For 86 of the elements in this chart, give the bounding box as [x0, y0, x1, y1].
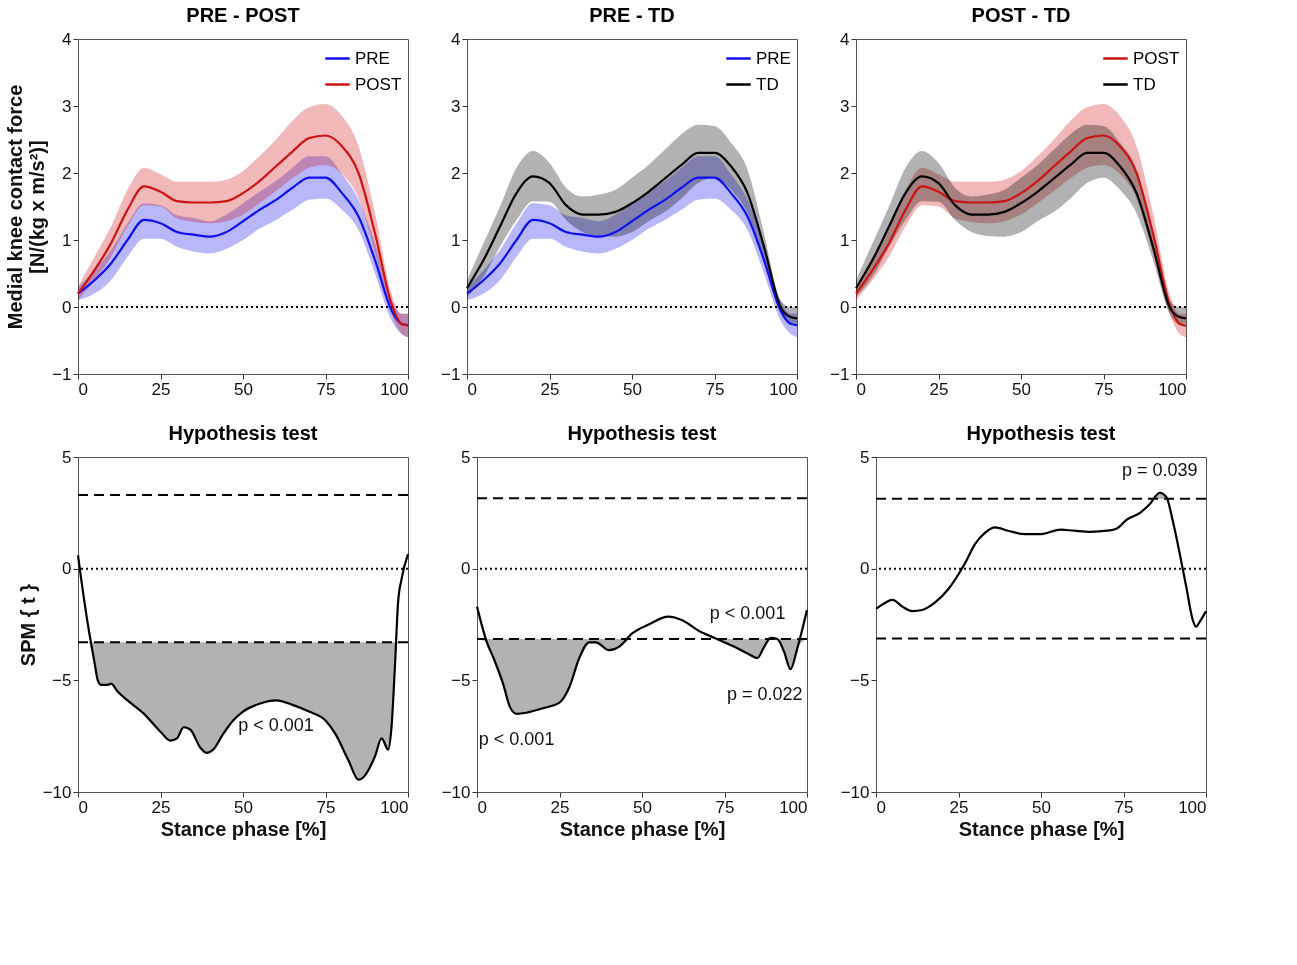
x-tick-label: 75 [316, 797, 336, 817]
y-tick-label: −5 [451, 670, 471, 690]
chart-title: PRE - TD [589, 4, 675, 26]
x-tick-label: 100 [1158, 379, 1187, 399]
x-tick-label: 25 [929, 379, 949, 399]
y-tick-label: −5 [52, 670, 72, 690]
x-tick-label: 75 [316, 379, 336, 399]
x-tick-label: 100 [779, 797, 808, 817]
x-tick-label: 50 [234, 797, 253, 817]
y-tick-label: 4 [451, 29, 461, 49]
y-tick-label: 0 [860, 559, 870, 579]
y-tick-label: 0 [451, 297, 461, 317]
x-axis-title: Stance phase [%] [160, 817, 327, 840]
y-tick-label: 3 [62, 96, 72, 116]
y-tick-label: 1 [840, 230, 850, 250]
x-tick-label: 25 [151, 379, 171, 399]
x-tick-label: 50 [623, 379, 642, 399]
line-series [76, 134, 410, 327]
line-series [76, 553, 410, 781]
y-tick-label: −1 [441, 364, 461, 384]
chart-title: Hypothesis test [966, 422, 1116, 444]
y-tick-label: 2 [451, 163, 461, 183]
x-tick-label: 100 [380, 379, 409, 399]
y-tick-label: 0 [62, 297, 72, 317]
y-tick-label: −10 [42, 782, 72, 802]
annotation: p = 0.039 [1122, 459, 1198, 480]
y-tick-label: 5 [62, 447, 72, 467]
y-tick-label: 0 [62, 559, 72, 579]
line-series [465, 176, 799, 327]
chart-title: PRE - POST [186, 4, 300, 26]
y-tick-label: 3 [451, 96, 461, 116]
annotation: p = 0.022 [726, 684, 803, 705]
y-tick-label: 1 [451, 230, 461, 250]
x-tick-label: 50 [633, 797, 652, 817]
x-tick-label: 75 [705, 379, 725, 399]
x-tick-label: 75 [1114, 797, 1134, 817]
x-tick-label: 0 [78, 379, 88, 399]
x-tick-label: 0 [876, 797, 886, 817]
x-tick-label: 100 [1178, 797, 1207, 817]
y-tick-label: 0 [461, 559, 471, 579]
x-tick-label: 75 [1094, 379, 1114, 399]
y-tick-label: 3 [840, 96, 850, 116]
x-tick-label: 0 [78, 797, 88, 817]
legend-label: PRE [756, 48, 791, 68]
x-tick-label: 100 [380, 797, 409, 817]
chart-title: Hypothesis test [168, 422, 318, 444]
annotation: p < 0.001 [709, 602, 786, 623]
y-tick-label: −1 [52, 364, 72, 384]
legend-label: POST [1133, 48, 1180, 68]
line-series [475, 605, 809, 715]
x-tick-label: 25 [550, 797, 570, 817]
x-tick-label: 50 [1012, 379, 1031, 399]
annotation: p < 0.001 [478, 728, 555, 749]
legend-label: PRE [355, 48, 390, 68]
x-tick-label: 50 [234, 379, 253, 399]
chart-title: POST - TD [971, 4, 1071, 26]
y-tick-label: 5 [461, 447, 471, 467]
x-tick-label: 25 [949, 797, 969, 817]
y-axis-title: SPM { t } [16, 583, 39, 667]
x-tick-label: 75 [715, 797, 735, 817]
y-tick-label: −10 [840, 782, 870, 802]
x-axis-title: Stance phase [%] [958, 817, 1125, 840]
x-tick-label: 50 [1032, 797, 1051, 817]
legend-label: TD [1133, 74, 1156, 94]
y-tick-label: 2 [840, 163, 850, 183]
x-tick-label: 25 [540, 379, 560, 399]
y-tick-label: 1 [62, 230, 72, 250]
line-series [874, 491, 1208, 628]
x-tick-label: 0 [477, 797, 487, 817]
legend-label: POST [355, 74, 402, 94]
line-series [76, 176, 410, 327]
y-tick-label: 0 [840, 297, 850, 317]
y-tick-label: −10 [441, 782, 471, 802]
y-tick-label: 4 [62, 29, 72, 49]
legend-label: TD [756, 74, 779, 94]
y-axis-title: Medial knee contact force [N/(kg x m/s²)] [4, 84, 49, 330]
y-tick-label: −1 [830, 364, 850, 384]
y-tick-label: −5 [850, 670, 870, 690]
x-axis-title: Stance phase [%] [559, 817, 726, 840]
x-tick-label: 25 [151, 797, 171, 817]
y-tick-label: 4 [840, 29, 850, 49]
x-tick-label: 100 [769, 379, 798, 399]
y-tick-label: 5 [860, 447, 870, 467]
y-tick-label: 2 [62, 163, 72, 183]
annotation: p < 0.001 [238, 715, 314, 736]
chart-title: Hypothesis test [567, 422, 717, 444]
